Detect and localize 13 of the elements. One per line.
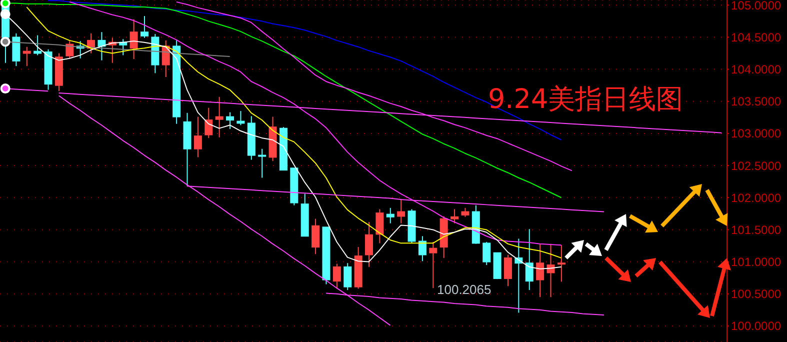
y-tick-label: 104.0000 <box>731 62 782 77</box>
y-tick-label: 103.5000 <box>731 94 782 109</box>
y-tick-label: 103.0000 <box>731 126 782 141</box>
y-tick-label: 102.5000 <box>731 158 782 173</box>
y-tick-label: 105.0000 <box>731 0 782 12</box>
y-tick-label: 100.5000 <box>731 287 782 302</box>
y-tick-label: 100.0000 <box>731 319 782 334</box>
annotation: 100.2065 <box>437 282 492 297</box>
y-tick-label: 102.0000 <box>731 190 782 205</box>
y-tick-label: 101.5000 <box>731 222 782 237</box>
y-tick-label: 104.5000 <box>731 30 782 44</box>
y-tick-label: 101.0000 <box>731 255 782 270</box>
text: 9.24美指日线图 <box>488 84 684 115</box>
